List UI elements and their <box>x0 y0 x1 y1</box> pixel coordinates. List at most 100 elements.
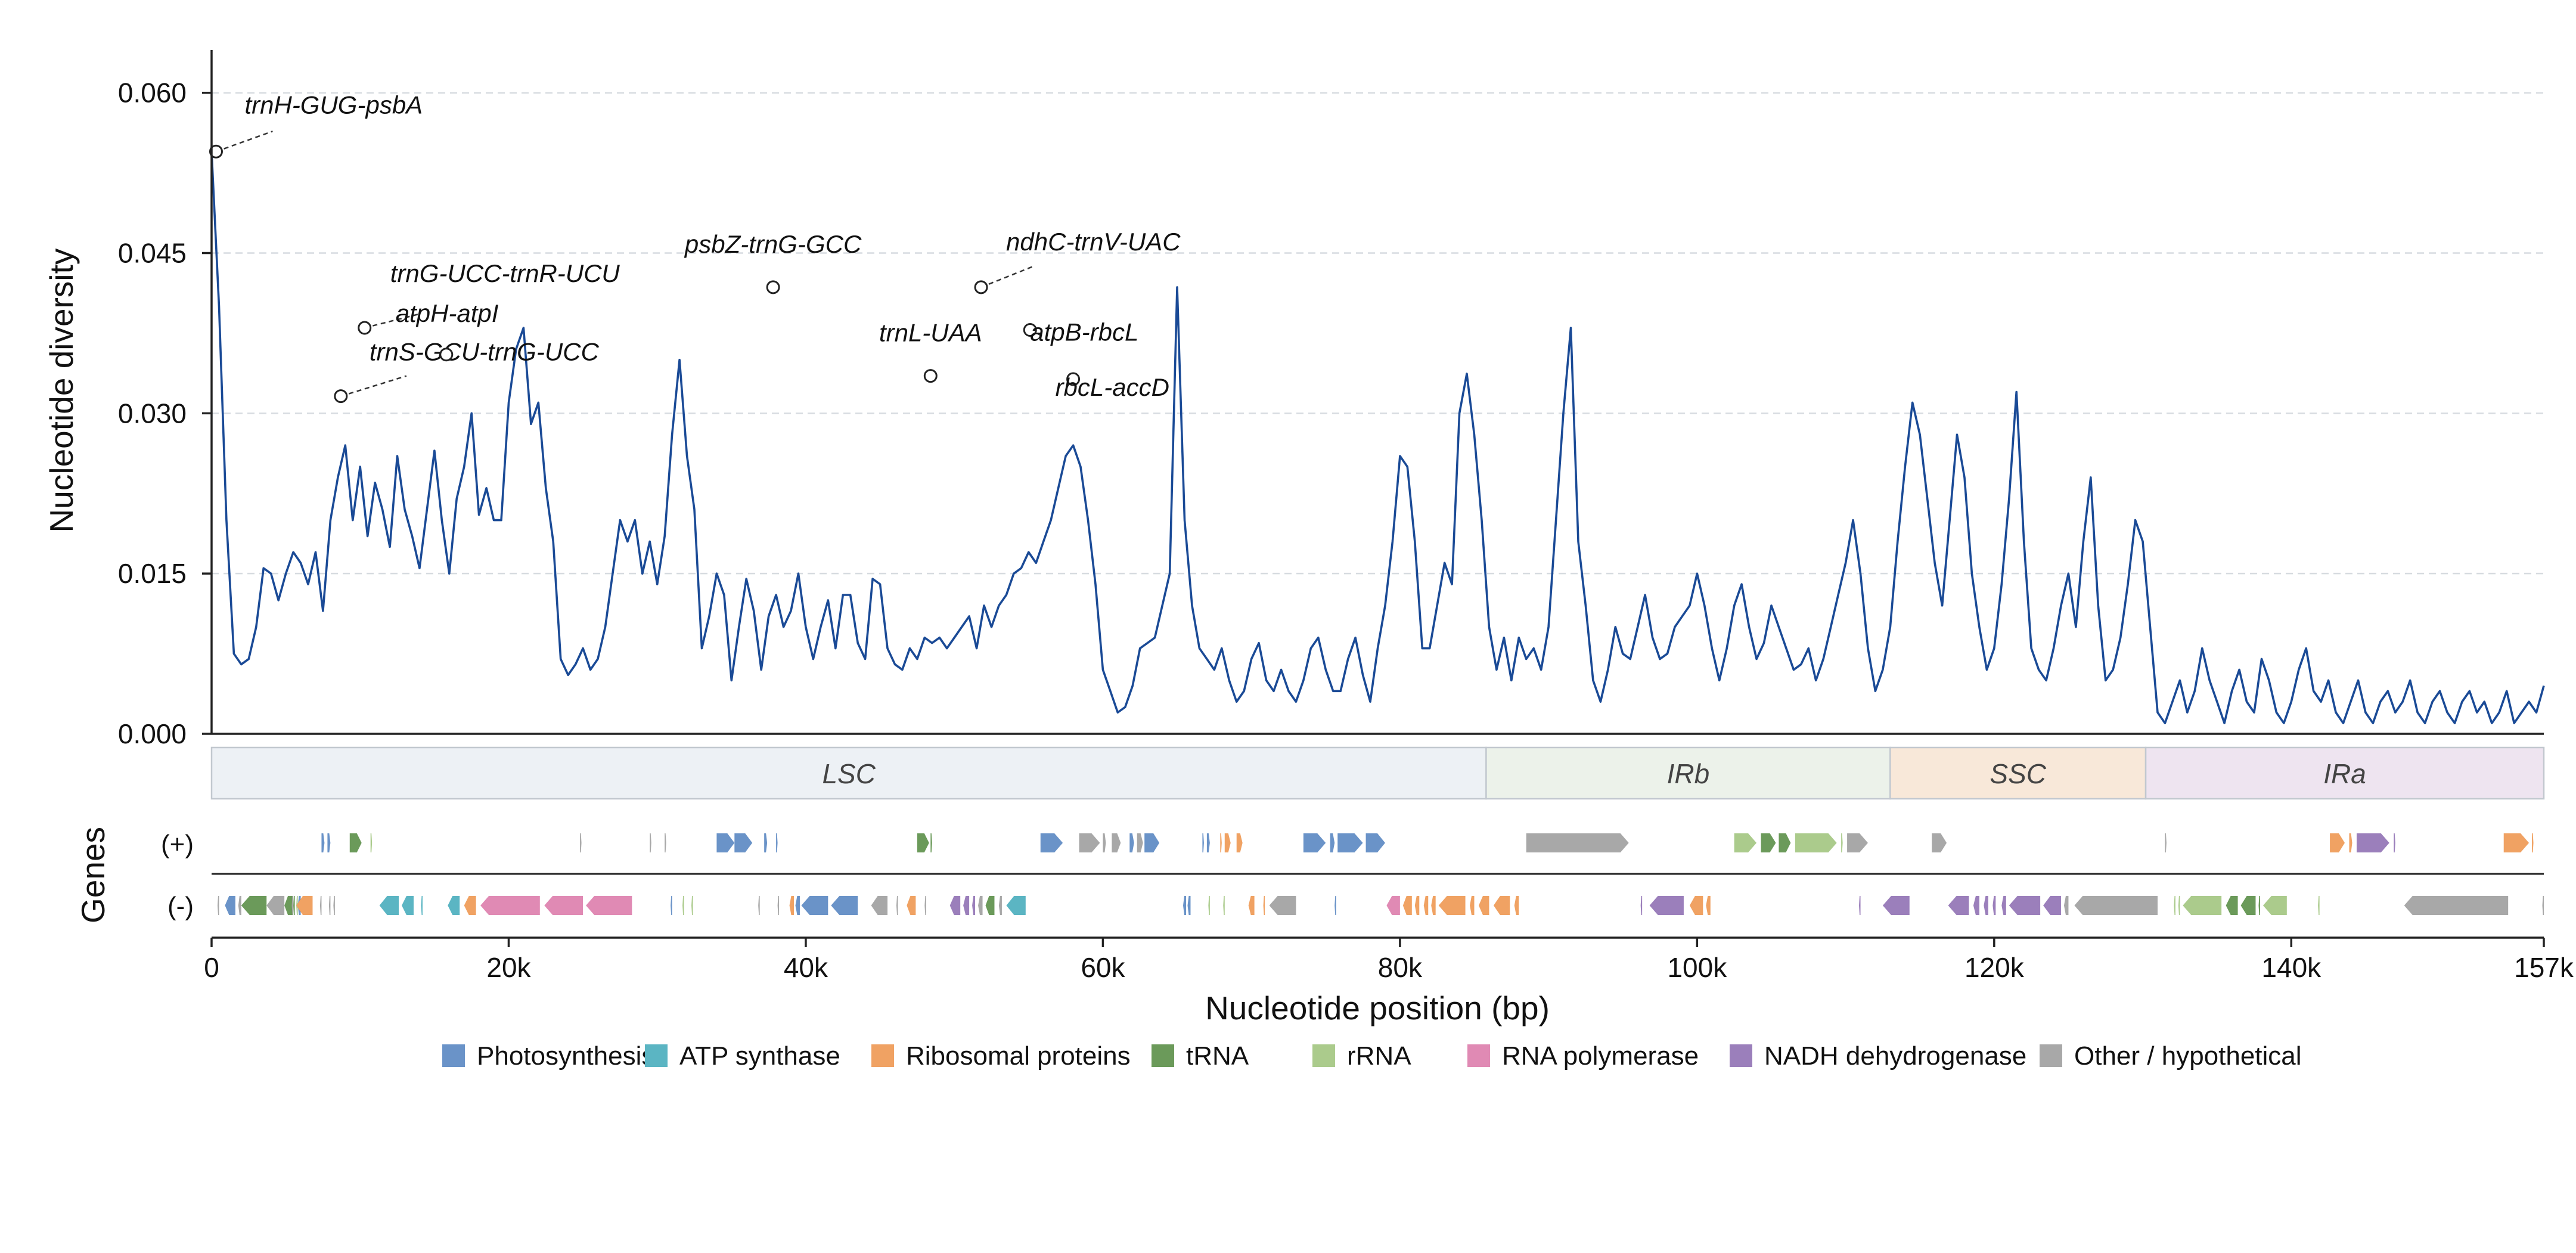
gene-minus-strand <box>1423 896 1429 915</box>
gene-minus-strand <box>1208 896 1210 915</box>
legend-label: RNA polymerase <box>1502 1041 1699 1071</box>
gene-plus-strand <box>580 833 582 852</box>
gene-plus-strand <box>1236 833 1243 852</box>
gene-minus-strand <box>871 896 888 915</box>
gene-minus-strand <box>924 896 926 915</box>
legend-swatch <box>1312 1044 1335 1067</box>
annotation-label: atpB-rbcL <box>1030 318 1138 346</box>
gene-minus-strand <box>789 896 794 915</box>
gene-minus-strand <box>963 896 970 915</box>
gene-plus-strand <box>764 833 768 852</box>
gene-minus-strand <box>1640 896 1643 915</box>
gene-minus-strand <box>671 896 672 915</box>
gene-plus-strand <box>930 833 932 852</box>
gene-minus-strand <box>2174 896 2175 915</box>
annotation-label: rbcL-accD <box>1056 373 1169 401</box>
gene-minus-strand <box>217 896 219 915</box>
genome-regions: LSC IRb SSC IRa <box>210 746 2545 800</box>
gene-minus-strand <box>586 896 632 915</box>
gene-minus-strand <box>2178 896 2180 915</box>
gene-plus-strand <box>1847 833 1868 852</box>
gridlines <box>212 92 2544 575</box>
x-tick-label: 120k <box>1964 952 2025 983</box>
gene-minus-strand <box>296 896 313 915</box>
y-axis-title: Nucleotide diversity <box>43 248 80 532</box>
gene-minus-strand <box>421 896 423 915</box>
gene-minus-strand <box>1334 896 1336 915</box>
gene-minus-strand <box>2183 896 2222 915</box>
gene-minus-strand <box>998 896 1002 915</box>
legend-label: tRNA <box>1186 1041 1249 1071</box>
legend-swatch <box>1152 1044 1174 1067</box>
gene-minus-strand <box>2318 896 2320 915</box>
x-tick-label: 80k <box>1378 952 1423 983</box>
annotation-label: trnS-GCU-trnG-UCC <box>370 338 600 366</box>
annotation-label: trnH-GUG-psbA <box>244 91 423 119</box>
gene-minus-strand <box>1269 896 1296 915</box>
gene-minus-strand <box>293 896 295 915</box>
x-tick-label: 140k <box>2261 952 2321 983</box>
legend-label: Ribosomal proteins <box>906 1041 1131 1071</box>
gene-minus-strand <box>266 896 285 915</box>
legend-swatch <box>442 1044 465 1067</box>
gene-minus-strand <box>448 896 460 915</box>
gene-minus-strand <box>949 896 961 915</box>
gene-minus-strand <box>1470 896 1475 915</box>
gene-minus-strand <box>1882 896 1910 915</box>
gene-minus-strand <box>464 896 476 915</box>
gene-plus-strand <box>370 833 373 852</box>
gene-plus-strand <box>2165 833 2167 852</box>
y-tick-label: 0.060 <box>118 77 187 108</box>
peak-marker <box>334 389 348 404</box>
gene-plus-strand <box>734 833 753 852</box>
plus-strand-label: (+) <box>161 830 194 859</box>
gene-plus-strand <box>1779 833 1791 852</box>
gene-minus-strand <box>1431 896 1436 915</box>
x-tick-label: 40k <box>784 952 828 983</box>
y-tick-label: 0.000 <box>118 718 187 749</box>
gene-minus-strand <box>801 896 828 915</box>
gene-minus-strand <box>379 896 399 915</box>
annotation-leader <box>340 375 407 397</box>
region-label: IRb <box>1667 758 1710 789</box>
gene-minus-strand <box>333 896 335 915</box>
gene-plus-strand <box>1841 833 1843 852</box>
gene-plus-strand <box>1144 833 1160 852</box>
gene-minus-strand <box>896 896 898 915</box>
gene-minus-strand <box>328 896 331 915</box>
gene-plus-strand <box>716 833 735 852</box>
gene-minus-strand <box>1414 896 1420 915</box>
x-tick-label: 157k <box>2514 952 2574 983</box>
gene-minus-strand <box>1984 896 1988 915</box>
gene-plus-strand <box>1795 833 1837 852</box>
x-tick-label: 20k <box>486 952 531 983</box>
annotation-label: psbZ-trnG-GCC <box>684 230 862 258</box>
gene-plus-strand <box>1112 833 1121 852</box>
gene-plus-strand <box>917 833 929 852</box>
gene-minus-strand <box>291 896 294 915</box>
gene-minus-strand <box>1386 896 1400 915</box>
gene-track <box>212 833 2544 915</box>
peak-marker <box>974 280 988 294</box>
gene-minus-strand <box>1187 896 1191 915</box>
x-axis-title: Nucleotide position (bp) <box>1205 990 1550 1026</box>
x-tick-label: 60k <box>1081 952 1125 983</box>
region-band-irb <box>1485 746 1891 800</box>
gene-plus-strand <box>1129 833 1134 852</box>
gene-minus-strand <box>1438 896 1466 915</box>
gene-minus-strand <box>831 896 858 915</box>
gene-minus-strand <box>2542 896 2544 915</box>
peak-marker <box>766 280 780 294</box>
gene-plus-strand <box>1220 833 1222 852</box>
gene-minus-strand <box>682 896 684 915</box>
legend-swatch <box>645 1044 668 1067</box>
gene-minus-strand <box>1992 896 1996 915</box>
gene-plus-strand <box>1337 833 1363 852</box>
annotation-label: trnL-UAA <box>879 319 982 347</box>
gene-plus-strand <box>2532 833 2534 852</box>
gene-plus-strand <box>1932 833 1947 852</box>
gene-plus-strand <box>1103 833 1106 852</box>
gene-minus-strand <box>1263 896 1265 915</box>
gene-plus-strand <box>1734 833 1757 852</box>
annotation-leader <box>980 265 1035 289</box>
